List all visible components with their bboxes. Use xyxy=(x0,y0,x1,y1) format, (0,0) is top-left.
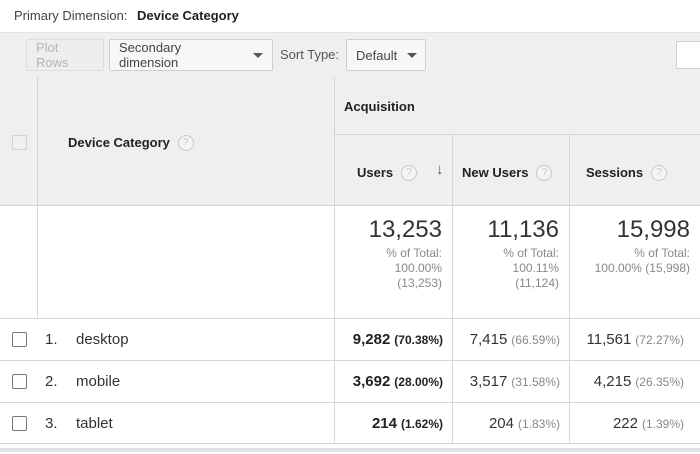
total-new-users-percent: % of Total: 100.11% (11,124) xyxy=(503,246,559,290)
horizontal-scrollbar[interactable] xyxy=(0,448,700,452)
sessions-header-label: Sessions xyxy=(586,165,644,180)
plot-rows-button[interactable]: Plot Rows xyxy=(26,39,104,71)
sort-type-value: Default xyxy=(356,47,398,63)
row-dimension-link[interactable]: desktop xyxy=(76,331,129,348)
table-row: 2. mobile 3,692 (28.00%) 3,517 (31.58%) 4,… xyxy=(0,360,700,402)
acquisition-group-header: Acquisition xyxy=(334,77,700,135)
primary-dimension-label: Primary Dimension: xyxy=(14,8,128,23)
row-checkbox[interactable] xyxy=(12,332,27,347)
data-table: Device Category? Acquisition Users? ↓ Ne… xyxy=(0,77,700,454)
row-index: 3. xyxy=(45,415,58,432)
header-checkbox-cell xyxy=(0,77,37,206)
totals-new-users-cell: 11,136 % of Total: 100.11% (11,124) xyxy=(452,206,569,318)
table-toolbar: Plot Rows Secondary dimension Sort Type:… xyxy=(0,32,700,77)
plot-rows-label: Plot Rows xyxy=(36,40,69,70)
users-cell: 9,282 (70.38%) xyxy=(334,319,452,360)
help-icon[interactable]: ? xyxy=(536,164,553,181)
new-users-cell: 3,517 (31.58%) xyxy=(452,361,569,402)
total-users-percent: % of Total: 100.00% (13,253) xyxy=(386,246,442,290)
sessions-cell: 222 (1.39%) xyxy=(569,403,700,444)
sessions-cell: 4,215 (26.35%) xyxy=(569,361,700,402)
help-icon[interactable]: ? xyxy=(651,164,668,181)
totals-users-cell: 13,253 % of Total: 100.00% (13,253) xyxy=(334,206,452,318)
totals-spacer xyxy=(0,206,37,318)
total-sessions-value: 15,998 xyxy=(616,216,690,243)
users-cell: 3,692 (28.00%) xyxy=(334,361,452,402)
sort-descending-icon[interactable]: ↓ xyxy=(436,161,444,178)
total-users-value: 13,253 xyxy=(368,216,442,243)
row-index: 2. xyxy=(45,373,58,390)
row-dimension-link[interactable]: mobile xyxy=(76,373,121,390)
dimension-header-label: Device Category xyxy=(68,135,170,150)
users-cell: 214 (1.62%) xyxy=(334,403,452,444)
primary-dimension-bar: Primary Dimension: Device Category xyxy=(0,0,700,32)
chevron-down-icon xyxy=(253,52,263,58)
totals-dimension-cell xyxy=(37,206,334,318)
sessions-cell: 11,561 (72.27%) xyxy=(569,319,700,360)
acquisition-group-label: Acquisition xyxy=(344,99,415,114)
column-header-new-users[interactable]: New Users? xyxy=(452,135,569,206)
new-users-header-label: New Users xyxy=(462,165,529,180)
table-row: 3. tablet 214 (1.62%) 204 (1.83%) 222 (1.39… xyxy=(0,402,700,444)
column-header-users[interactable]: Users? ↓ xyxy=(334,135,452,206)
new-users-cell: 7,415 (66.59%) xyxy=(452,319,569,360)
secondary-dimension-dropdown[interactable]: Secondary dimension xyxy=(109,39,273,71)
total-sessions-percent: % of Total: 100.00% (15,998) xyxy=(594,246,690,275)
table-row: 1. desktop 9,282 (70.38%) 7,415 (66.59%) 1… xyxy=(0,318,700,360)
users-header-label: Users xyxy=(357,165,394,180)
row-index: 1. xyxy=(45,331,58,348)
primary-dimension-value[interactable]: Device Category xyxy=(137,8,239,23)
search-input[interactable] xyxy=(676,41,700,69)
sort-type-dropdown[interactable]: Default xyxy=(346,39,426,71)
totals-sessions-cell: 15,998 % of Total: 100.00% (15,998) xyxy=(569,206,700,318)
total-new-users-value: 11,136 xyxy=(487,216,559,243)
row-dimension-link[interactable]: tablet xyxy=(76,415,113,432)
new-users-cell: 204 (1.83%) xyxy=(452,403,569,444)
help-icon[interactable]: ? xyxy=(177,134,194,151)
help-icon[interactable]: ? xyxy=(401,164,418,181)
chevron-down-icon xyxy=(407,52,418,58)
secondary-dimension-label: Secondary dimension xyxy=(119,40,182,70)
select-all-checkbox[interactable] xyxy=(12,135,27,150)
column-header-sessions[interactable]: Sessions? xyxy=(569,135,700,206)
row-checkbox[interactable] xyxy=(12,374,27,389)
sort-type-label: Sort Type: xyxy=(280,47,340,62)
dimension-header-cell[interactable]: Device Category? xyxy=(37,77,334,206)
row-checkbox[interactable] xyxy=(12,416,27,431)
